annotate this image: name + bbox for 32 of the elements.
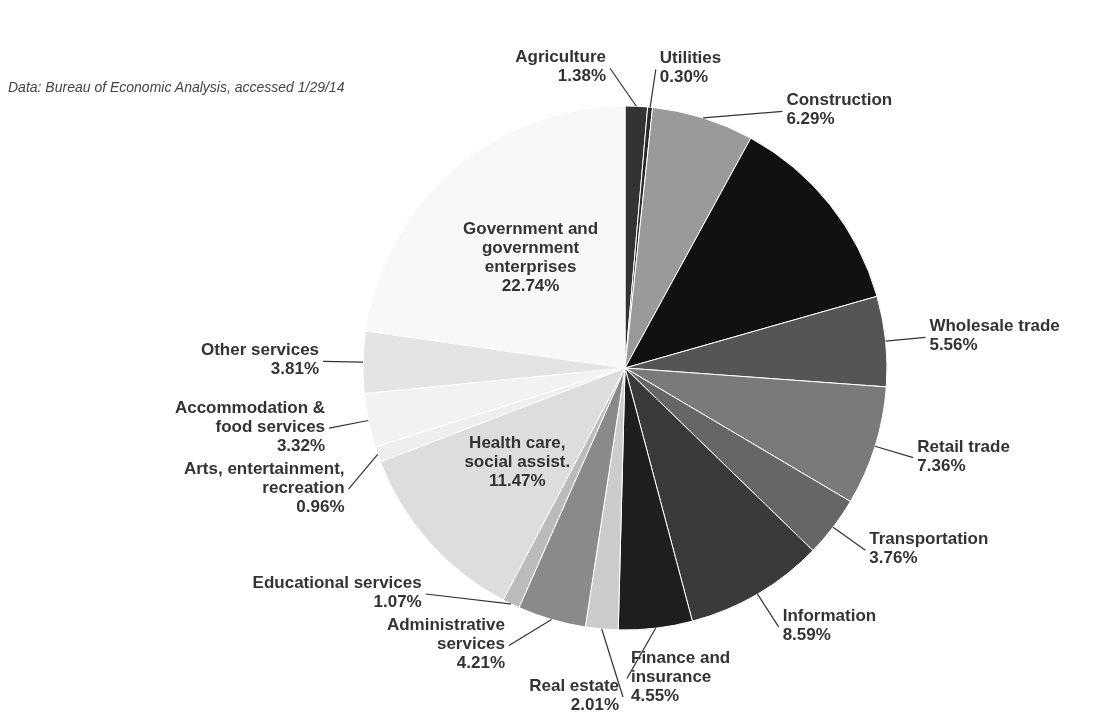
- slice-label: Real estate: [529, 676, 619, 695]
- slice-label: Retail trade: [917, 436, 1010, 456]
- data-label: 1.38%: [557, 66, 606, 86]
- data-label: 2.01%: [570, 695, 619, 714]
- data-label: 22.74%: [501, 276, 560, 296]
- data-label: 8.59%: [782, 624, 831, 644]
- data-label: 0.30%: [659, 67, 708, 87]
- slice-label: Arts, entertainment, recreation: [183, 458, 345, 497]
- slice-label: Health care, social assist.: [464, 433, 571, 472]
- slice-label: Information: [782, 605, 877, 625]
- slice-label: Other services: [200, 340, 320, 360]
- data-label: 11.47%: [488, 471, 546, 491]
- slice-label: Construction: [786, 90, 893, 110]
- data-label: 4.21%: [456, 653, 506, 672]
- data-label: 7.36%: [917, 455, 966, 475]
- data-label: 3.76%: [869, 548, 918, 568]
- slice-label: Accommodation & food services: [174, 397, 326, 436]
- slice-label: Administrative services: [386, 615, 506, 653]
- slice-label: Agriculture: [515, 47, 606, 67]
- data-label: 0.96%: [296, 496, 345, 516]
- slice-label: Wholesale trade: [929, 316, 1060, 336]
- data-label: 6.29%: [786, 109, 835, 129]
- data-label: 1.07%: [373, 592, 422, 611]
- slice-label: Government and government enterprises: [463, 219, 599, 277]
- data-label: 4.55%: [631, 685, 680, 705]
- slice-label: Utilities: [659, 48, 722, 68]
- data-label: 5.56%: [929, 335, 978, 355]
- data-label: 3.32%: [276, 435, 326, 455]
- text: Data: Bureau of Economic Analysis, accessed 1/29/14: [8, 79, 345, 95]
- slice-label: Educational services: [252, 573, 422, 592]
- slice-label: Transportation: [869, 529, 989, 549]
- data-label: 3.81%: [270, 359, 320, 379]
